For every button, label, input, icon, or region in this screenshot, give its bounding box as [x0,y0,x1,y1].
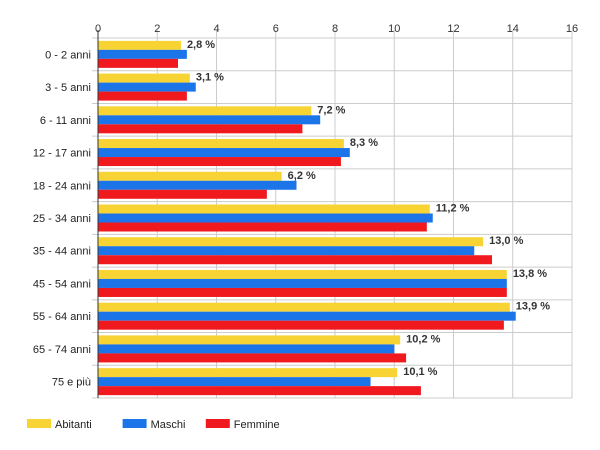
bar-femmine [98,91,187,101]
bar-maschi [98,49,187,59]
category-label: 25 - 34 anni [33,213,91,225]
data-label: 7,2 % [317,104,345,116]
bar-abitanti [98,237,484,247]
data-label: 6,2 % [288,170,316,182]
data-label: 8,3 % [350,137,378,149]
data-label: 2,8 % [187,39,215,51]
data-label: 10,2 % [406,333,440,345]
bar-femmine [98,287,507,297]
bar-femmine [98,222,427,232]
data-label: 3,1 % [196,72,224,84]
bar-abitanti [98,335,401,345]
labels: 0 2 4 6 8 10 12 14 16 0 - 2 anni 2,8 % 3 - 5 anni 3,… [33,23,578,389]
data-label: 13,8 % [513,268,547,280]
x-tick-label: 10 [388,23,400,35]
data-label: 10,1 % [403,366,437,378]
legend-swatch-abitanti [27,419,51,428]
bar-maschi [98,377,371,387]
bar-maschi [98,115,321,125]
bar-maschi [98,213,433,223]
category-label: 3 - 5 anni [45,82,91,94]
bar-abitanti [98,73,190,83]
legend-label: Maschi [151,419,186,431]
category-label: 65 - 74 anni [33,344,91,356]
bar-maschi [98,311,516,321]
category-label: 55 - 64 anni [33,311,91,323]
bar-maschi [98,344,395,354]
bar-femmine [98,124,303,134]
grid-lines [92,30,573,399]
category-label: 0 - 2 anni [45,49,91,61]
bar-abitanti [98,269,507,279]
bar-femmine [98,255,493,265]
x-tick-label: 8 [332,23,338,35]
data-label: 13,0 % [489,235,523,247]
bar-abitanti [98,171,282,181]
category-label: 45 - 54 anni [33,278,91,290]
bar-maschi [98,148,350,158]
category-label: 6 - 11 anni [40,115,91,127]
bar-femmine [98,157,341,167]
legend-swatch-maschi [122,419,147,428]
bar-abitanti [98,106,312,116]
bar-abitanti [98,204,430,214]
bar-maschi [98,246,475,256]
bar-femmine [98,189,267,199]
bar-maschi [98,180,297,190]
legend: Abitanti Maschi Femmine [27,419,280,431]
legend-label: Femmine [234,419,280,431]
bars [98,40,516,396]
x-tick-label: 12 [447,23,459,35]
x-tick-label: 6 [273,23,279,35]
bar-femmine [98,320,504,330]
x-tick-label: 4 [213,23,219,35]
bar-maschi [98,278,507,288]
x-tick-label: 16 [566,23,578,35]
x-tick-label: 2 [154,23,160,35]
bar-maschi [98,82,196,92]
category-label: 18 - 24 anni [33,180,91,192]
data-label: 11,2 % [436,203,470,215]
legend-swatch-femmine [205,419,230,428]
bar-abitanti [98,139,344,149]
category-label: 75 e più [52,377,91,389]
bar-abitanti [98,40,181,50]
legend-label: Abitanti [55,419,92,431]
data-label: 13,9 % [516,301,550,313]
category-label: 12 - 17 anni [33,148,91,160]
bar-femmine [98,386,421,396]
bar-abitanti [98,368,398,378]
bar-abitanti [98,302,510,312]
x-tick-label: 0 [95,23,101,35]
x-tick-label: 14 [507,23,519,35]
category-label: 35 - 44 anni [33,246,91,258]
bar-femmine [98,353,407,363]
bar-femmine [98,58,178,68]
